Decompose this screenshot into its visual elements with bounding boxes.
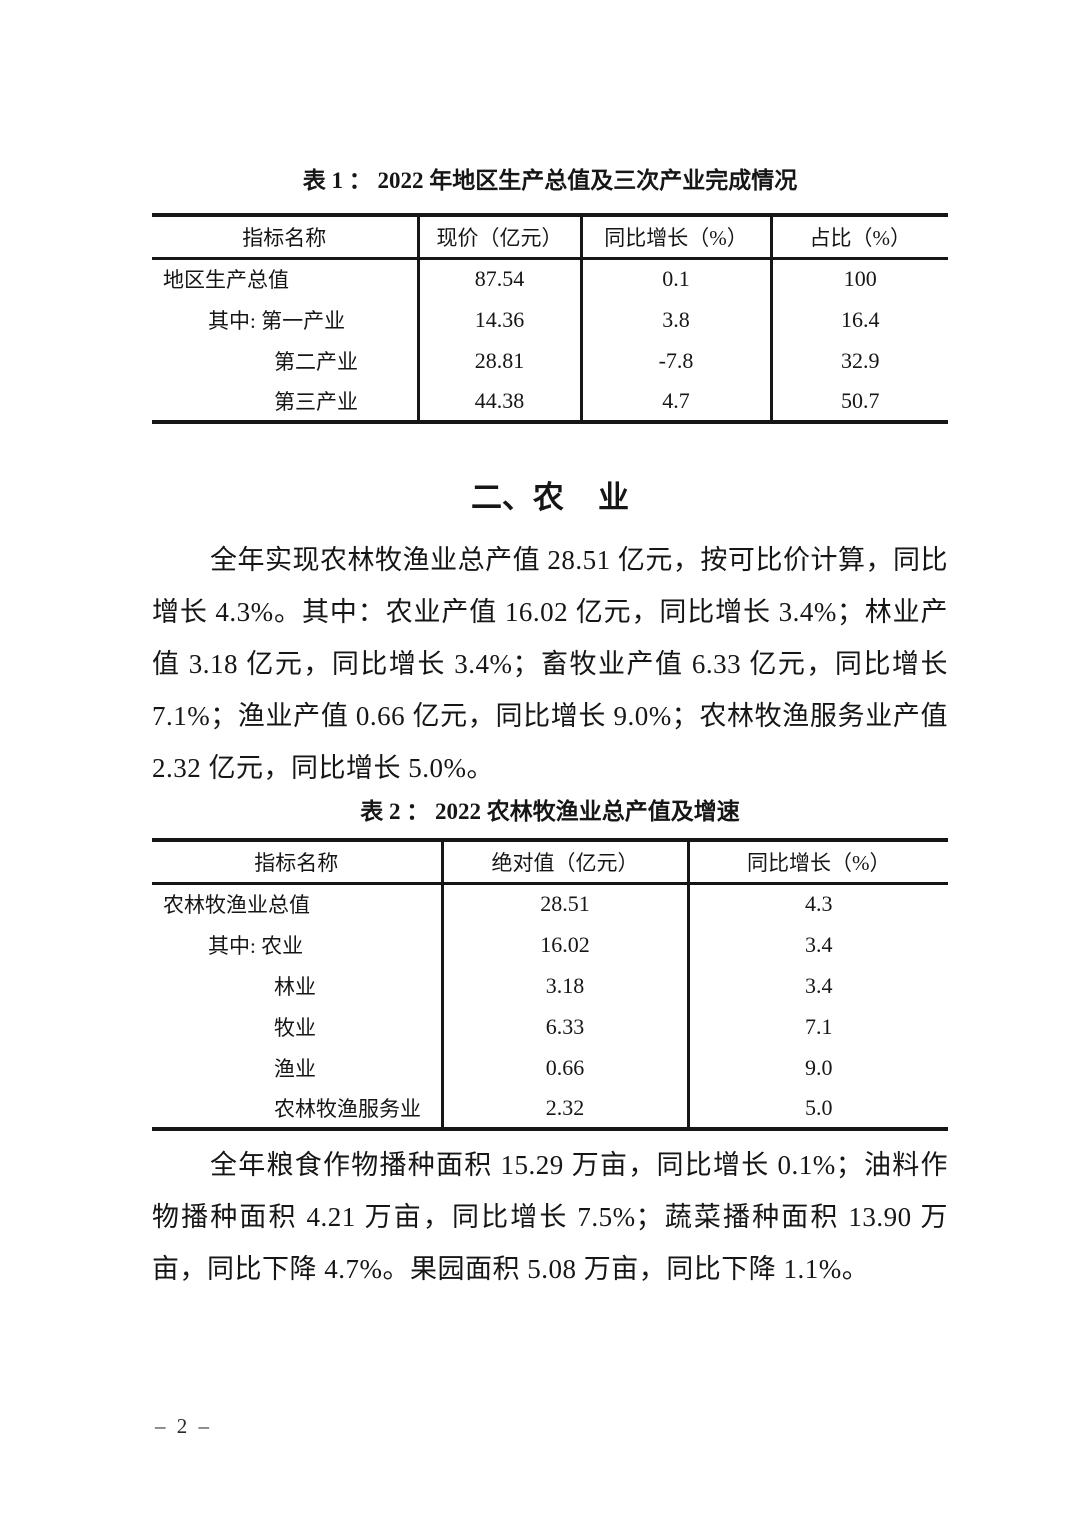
cell-value: 100: [769, 258, 948, 299]
table2-title: 表 2 ： 2022 农林牧渔业总产值及增速: [360, 799, 740, 824]
table-row: 地区生产总值 87.54 0.1 100: [152, 258, 948, 299]
cell-value: 50.7: [769, 381, 948, 422]
table-row: 牧业 6.33 7.1: [152, 1006, 948, 1047]
row-label: 林业: [274, 974, 316, 999]
row-label: 第三产业: [274, 389, 358, 414]
cell-value: 0.1: [579, 258, 771, 299]
cell-value: 0.66: [440, 1047, 688, 1088]
table1-title: 表 1 ： 2022 年地区生产总值及三次产业完成情况: [302, 168, 798, 193]
table2-header-indicator: 指标名称: [152, 840, 442, 885]
cell-value: 4.7: [579, 381, 771, 422]
cell-value: 9.0: [686, 1047, 948, 1088]
cell-value: 7.1: [686, 1006, 948, 1047]
table2-header-absolute-value: 绝对值（亿元）: [440, 840, 688, 885]
table-row: 其中: 农业 16.02 3.4: [152, 924, 948, 965]
row-label: 其中: 第一产业: [208, 308, 346, 333]
cell-value: 2.32: [440, 1088, 688, 1129]
table-row: 其中: 第一产业 14.36 3.8 16.4: [152, 299, 948, 340]
row-label: 农林牧渔服务业: [274, 1096, 421, 1121]
body-paragraph: 全年实现农林牧渔业总产值 28.51 亿元，按可比价计算，同比增长 4.3%。其…: [152, 545, 948, 783]
row-label: 地区生产总值: [163, 268, 289, 293]
table2-header-yoy-growth: 同比增长（%）: [686, 840, 948, 885]
cell-value: 3.18: [440, 965, 688, 1006]
cell-value: 4.3: [686, 883, 948, 924]
table-row: 农林牧渔业总值 28.51 4.3: [152, 883, 948, 924]
cell-value: 32.9: [769, 340, 948, 381]
cell-value: 28.81: [416, 340, 581, 381]
table1: 指标名称 现价（亿元） 同比增长（%） 占比（%） 地区生产总值 87.54 0…: [152, 213, 948, 424]
table1-header-current-price: 现价（亿元）: [416, 215, 581, 260]
row-label: 农林牧渔业总值: [163, 893, 310, 918]
section-heading: 二、农 业: [470, 480, 630, 515]
cell-value: 5.0: [686, 1088, 948, 1129]
table1-header-yoy-growth: 同比增长（%）: [579, 215, 771, 260]
cell-value: 16.4: [769, 299, 948, 340]
row-label: 第二产业: [274, 349, 358, 374]
cell-value: 3.8: [579, 299, 771, 340]
cell-value: 6.33: [440, 1006, 688, 1047]
table-row: 第三产业 44.38 4.7 50.7: [152, 381, 948, 422]
table1-header-share: 占比（%）: [769, 215, 948, 260]
cell-value: 44.38: [416, 381, 581, 422]
cell-value: -7.8: [579, 340, 771, 381]
cell-value: 14.36: [416, 299, 581, 340]
table-row: 第二产业 28.81 -7.8 32.9: [152, 340, 948, 381]
cell-value: 87.54: [416, 258, 581, 299]
table2-header-row: 指标名称 绝对值（亿元） 同比增长（%）: [152, 840, 948, 885]
row-label: 渔业: [274, 1056, 316, 1081]
cell-value: 28.51: [440, 883, 688, 924]
table-row: 林业 3.18 3.4: [152, 965, 948, 1006]
table2: 指标名称 绝对值（亿元） 同比增长（%） 农林牧渔业总值 28.51 4.3 其…: [152, 838, 948, 1131]
cell-value: 3.4: [686, 965, 948, 1006]
page-number: – 2 –: [155, 1414, 212, 1438]
cell-value: 3.4: [686, 924, 948, 965]
row-label: 其中: 农业: [208, 933, 304, 958]
table1-header-indicator: 指标名称: [152, 215, 418, 260]
body-paragraph: 全年粮食作物播种面积 15.29 万亩，同比增长 0.1%；油料作物播种面积 4…: [152, 1150, 948, 1284]
cell-value: 16.02: [440, 924, 688, 965]
row-label: 牧业: [274, 1015, 316, 1040]
table-row: 农林牧渔服务业 2.32 5.0: [152, 1088, 948, 1129]
table1-header-row: 指标名称 现价（亿元） 同比增长（%） 占比（%）: [152, 215, 948, 260]
table-row: 渔业 0.66 9.0: [152, 1047, 948, 1088]
